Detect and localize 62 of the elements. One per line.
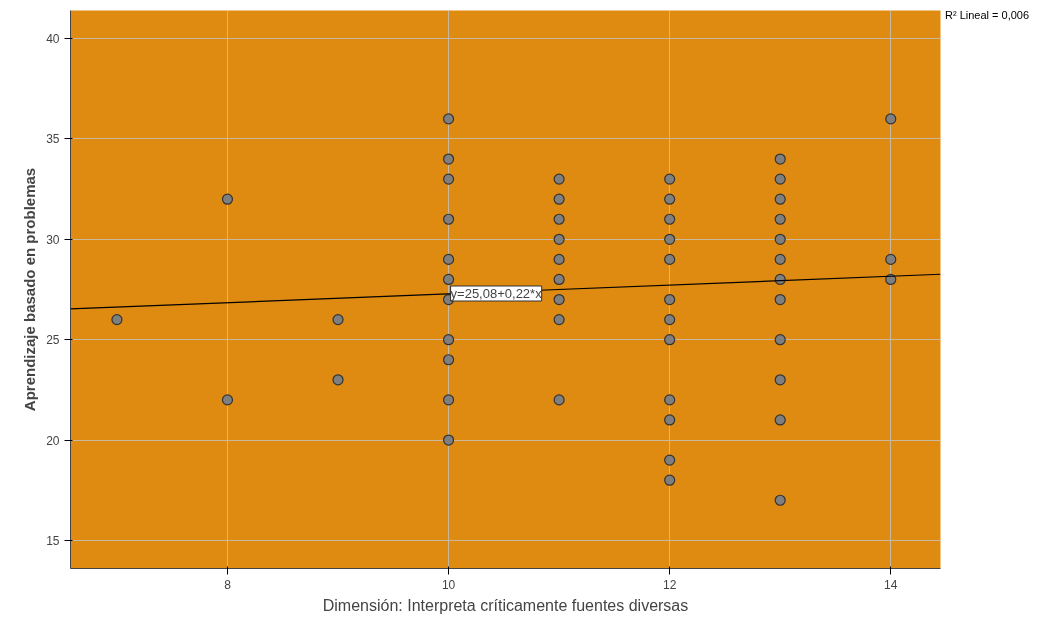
x-tick-label: 12 <box>662 577 677 592</box>
y-tick-label: 15 <box>46 533 60 548</box>
point <box>332 374 344 386</box>
point <box>221 193 234 205</box>
point <box>442 253 455 265</box>
point <box>664 414 676 426</box>
point <box>442 434 455 446</box>
point <box>774 193 786 205</box>
point <box>664 193 676 205</box>
point <box>442 354 455 366</box>
point <box>664 334 676 346</box>
point <box>664 213 676 225</box>
point <box>442 153 455 165</box>
point <box>553 213 565 225</box>
point <box>553 173 565 185</box>
point <box>664 293 676 306</box>
point <box>664 173 676 185</box>
point <box>774 233 786 245</box>
x-tick-label: 14 <box>884 577 898 592</box>
point <box>664 394 676 406</box>
point <box>553 273 565 286</box>
point <box>442 113 455 125</box>
point <box>885 253 897 265</box>
point <box>442 213 455 225</box>
point <box>442 334 455 346</box>
y-tick-label: 25 <box>46 333 60 348</box>
point <box>664 233 676 245</box>
y-tick-label: 35 <box>46 132 60 147</box>
y-axis-title: Aprendizaje basado en problemas <box>21 167 39 412</box>
y-tick-label: 30 <box>46 232 60 247</box>
point <box>774 213 786 225</box>
point <box>664 253 676 265</box>
point <box>774 334 786 346</box>
point <box>774 494 786 506</box>
point <box>111 314 123 326</box>
point <box>664 474 676 486</box>
x-axis-title: Dimensión: Interpreta críticamente fuentes diversas <box>322 596 689 614</box>
point <box>221 394 234 406</box>
text: R² Lineal = 0,006 <box>945 8 1030 23</box>
point <box>553 394 565 406</box>
point <box>774 374 786 386</box>
point <box>442 173 455 185</box>
point <box>774 414 786 426</box>
point <box>553 233 565 245</box>
point <box>664 314 676 326</box>
point <box>553 193 565 205</box>
point <box>774 153 786 165</box>
point <box>885 113 897 125</box>
y-tick-label: 20 <box>46 433 60 448</box>
point <box>442 273 455 286</box>
point <box>774 253 786 265</box>
x-tick-label: 10 <box>441 577 456 592</box>
point <box>774 173 786 185</box>
point <box>774 293 786 306</box>
point <box>332 314 344 326</box>
y-tick-label: 40 <box>46 32 60 47</box>
point <box>553 314 565 326</box>
point <box>553 293 565 306</box>
x-tick-label: 8 <box>224 577 232 592</box>
point <box>664 454 676 466</box>
point <box>442 394 455 406</box>
point <box>553 253 565 265</box>
